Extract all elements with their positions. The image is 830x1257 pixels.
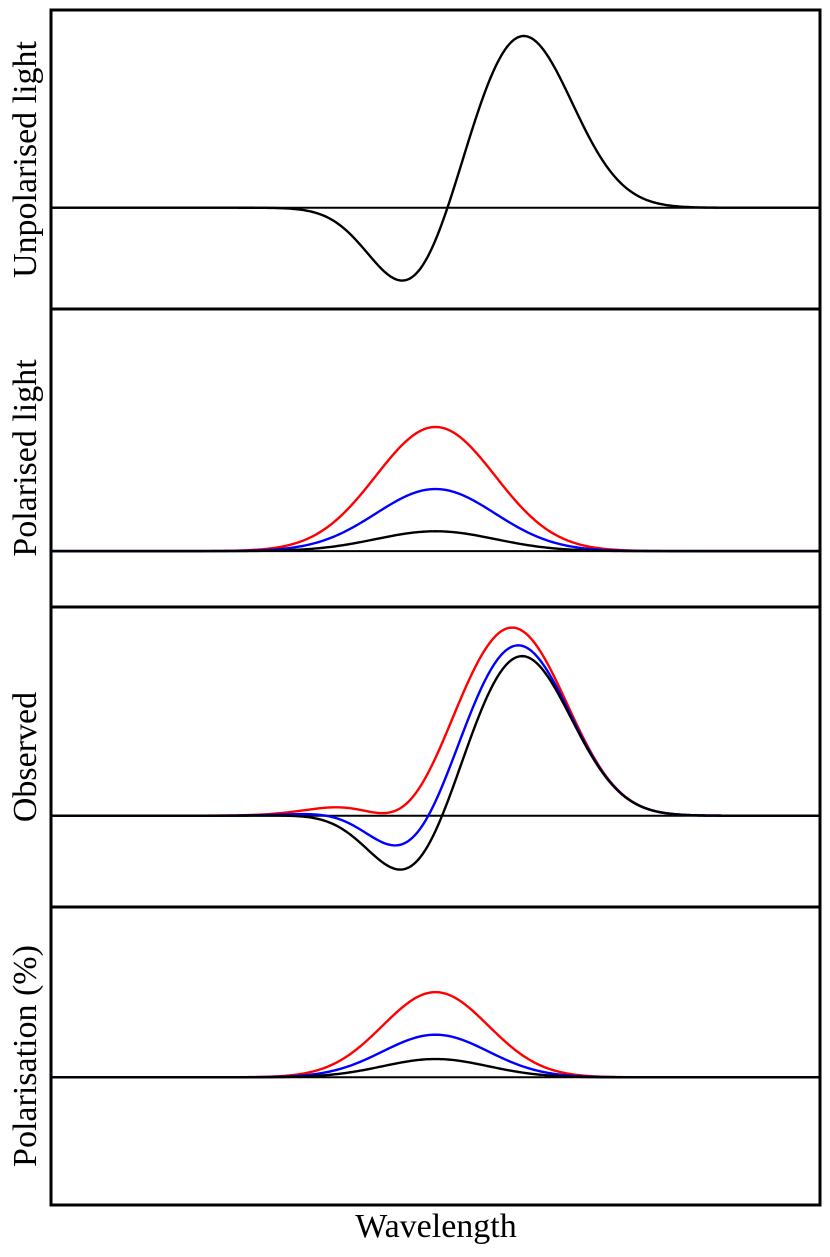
frame-polarised <box>49 307 822 609</box>
y-axis-label-polarised: Polarised light <box>7 359 44 557</box>
panels-group: Unpolarised light Polarised light Observed… <box>7 8 822 1207</box>
panel-unpolarised: Unpolarised light <box>7 8 822 311</box>
series-unpolarised-unpolarised <box>51 34 820 282</box>
y-axis-label-unpolarised: Unpolarised light <box>7 40 44 278</box>
series-polarisation-low <box>51 1057 820 1079</box>
series-observed-high <box>51 626 820 817</box>
series-observed-low <box>51 654 820 871</box>
series-polarised-mid <box>51 487 820 553</box>
y-axis-label-polarisation: Polarisation (%) <box>7 945 44 1167</box>
series-polarisation-mid <box>51 1033 820 1079</box>
panel-polarised: Polarised light <box>7 307 822 609</box>
x-axis-label: Wavelength <box>355 1208 517 1245</box>
panel-observed: Observed <box>7 605 822 909</box>
y-axis-label-observed: Observed <box>7 692 44 822</box>
frame-polarisation <box>49 905 822 1207</box>
series-polarised-low <box>51 530 820 553</box>
panel-polarisation: Polarisation (%) <box>7 905 822 1207</box>
frame-unpolarised <box>49 8 822 311</box>
